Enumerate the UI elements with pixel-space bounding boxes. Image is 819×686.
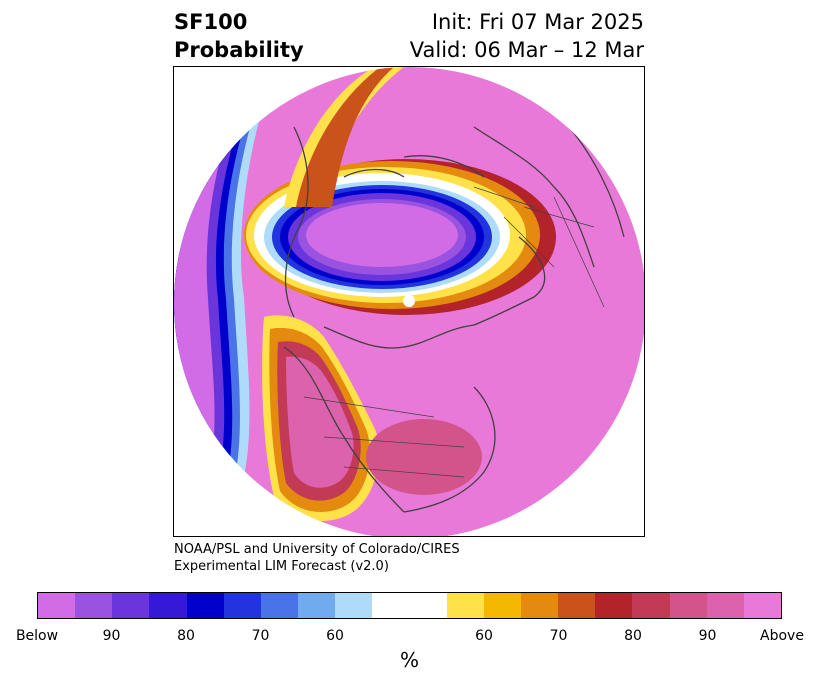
polar-map — [174, 67, 644, 536]
borders — [303, 186, 605, 478]
credit-text: NOAA/PSL and University of Colorado/CIRE… — [174, 541, 460, 575]
credit-line-1: NOAA/PSL and University of Colorado/CIRE… — [174, 542, 460, 557]
colorbar-tick-label: 70 — [549, 628, 568, 644]
colorbar-tick-label: 80 — [624, 628, 642, 644]
forecast-dates: Init: Fri 07 Mar 2025 Valid: 06 Mar – 12… — [410, 8, 644, 64]
colorbar-tick-label: 90 — [698, 628, 717, 644]
colorbar-segment — [112, 593, 150, 618]
colorbar-segment — [372, 593, 447, 618]
title-subtitle: Probability — [174, 38, 304, 62]
colorbar-segment — [743, 593, 782, 618]
vortex-core — [306, 203, 458, 267]
colorbar-segment — [260, 593, 299, 618]
title-variable: SF100 — [174, 10, 248, 34]
init-date: Init: Fri 07 Mar 2025 — [431, 10, 644, 34]
colorbar-tick-label: 90 — [102, 628, 121, 644]
colorbar-tick-label: 60 — [475, 628, 493, 644]
great-lakes-anomaly — [366, 419, 482, 495]
colorbar-segment — [446, 593, 484, 618]
colorbar-segment — [669, 593, 707, 618]
colorbar-tick-label: 60 — [326, 628, 344, 644]
colorbar-segment — [335, 593, 373, 618]
valid-dates: Valid: 06 Mar – 12 Mar — [409, 38, 644, 62]
colorbar-tick-label: 80 — [177, 628, 195, 644]
chart-title: SF100 Probability — [174, 8, 304, 64]
colorbar-segment — [706, 593, 744, 618]
pole-hole — [403, 295, 415, 307]
colorbar-segment — [521, 593, 559, 618]
arctic-crescent-70 — [296, 67, 394, 207]
credit-line-2: Experimental LIM Forecast (v2.0) — [174, 559, 389, 574]
colorbar-segment — [186, 593, 224, 618]
warm-ridge-90 — [286, 356, 354, 488]
colorbar-segment — [632, 593, 670, 618]
colorbar-ticks: Below 90 80 70 60 60 70 80 90 Above — [16, 628, 804, 648]
colorbar-segment — [595, 593, 633, 618]
colorbar-segment — [558, 593, 596, 618]
colorbar-tick-label: Below — [15, 628, 59, 644]
colorbar-segment — [483, 593, 522, 618]
colorbar — [37, 592, 782, 619]
map-panel — [173, 66, 645, 537]
colorbar-segment — [149, 593, 187, 618]
colorbar-tick-label: Above — [760, 628, 804, 644]
colorbar-unit: % — [399, 648, 419, 672]
coastlines — [283, 126, 625, 513]
colorbar-segment — [298, 593, 336, 618]
colorbar-segment — [223, 593, 261, 618]
colorbar-segment — [75, 593, 113, 618]
colorbar-segment — [38, 593, 76, 618]
colorbar-tick-label: 70 — [251, 628, 270, 644]
